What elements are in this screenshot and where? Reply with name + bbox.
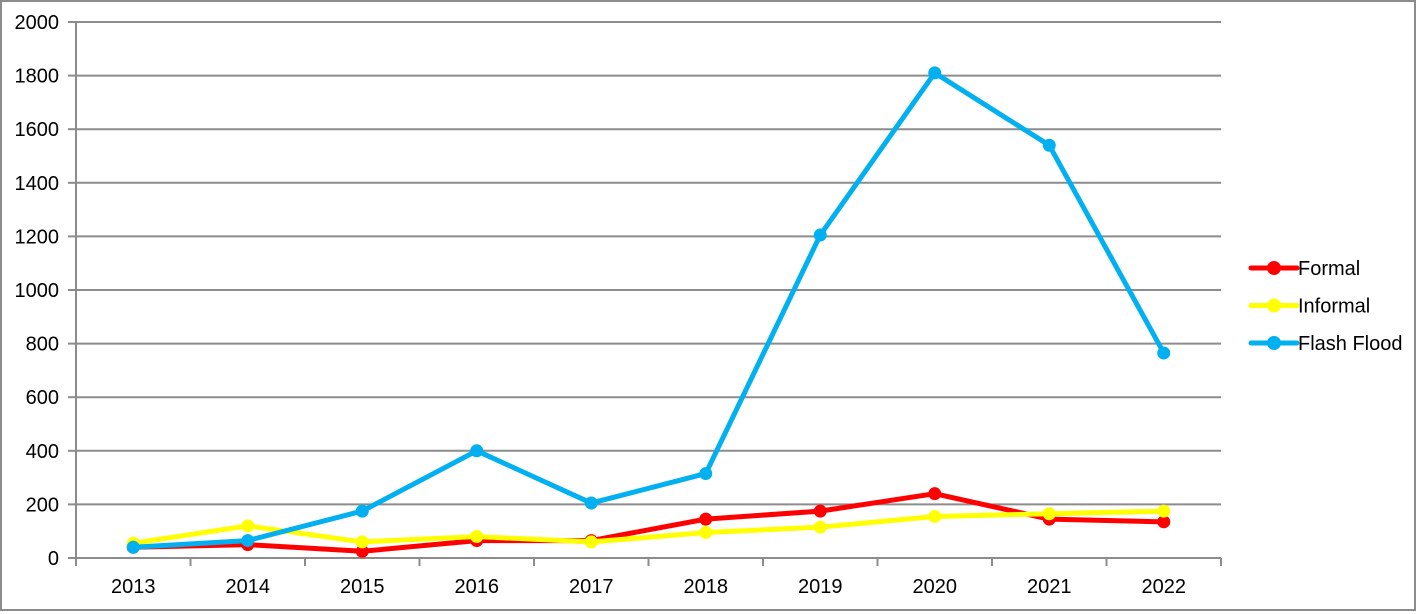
data-point-flash-flood-2020[interactable] bbox=[928, 66, 942, 80]
x-axis-tick-label: 2015 bbox=[340, 576, 385, 598]
data-point-informal-2018[interactable] bbox=[699, 526, 713, 540]
data-point-informal-2019[interactable] bbox=[813, 520, 827, 534]
x-axis-tick-label: 2018 bbox=[684, 576, 729, 598]
y-axis-tick-label: 1600 bbox=[15, 119, 60, 141]
series-line-informal[interactable] bbox=[130, 508, 1167, 546]
data-point-flash-flood-2022[interactable] bbox=[1157, 346, 1171, 360]
data-point-informal-2021[interactable] bbox=[1042, 507, 1056, 521]
legend-marker-informal bbox=[1267, 298, 1281, 313]
data-point-informal-2014[interactable] bbox=[241, 519, 255, 533]
x-axis-tick-label: 2021 bbox=[1027, 576, 1072, 598]
legend-item-flash-flood[interactable]: Flash Flood bbox=[1248, 333, 1403, 355]
x-axis-ticks bbox=[75, 558, 1222, 566]
series-line-flash-flood[interactable] bbox=[130, 70, 1167, 550]
data-point-informal-2016[interactable] bbox=[470, 530, 484, 544]
x-axis-tick-label: 2014 bbox=[226, 576, 271, 598]
legend-label-flash-flood: Flash Flood bbox=[1298, 333, 1403, 355]
legend-label-informal: Informal bbox=[1298, 296, 1370, 318]
series-formal[interactable] bbox=[126, 487, 1171, 558]
data-point-informal-2022[interactable] bbox=[1157, 504, 1171, 518]
x-axis-tick-label: 2016 bbox=[455, 576, 500, 598]
y-axis-tick-label: 1800 bbox=[15, 66, 60, 88]
x-axis-tick-label: 2020 bbox=[913, 576, 958, 598]
y-axis-tick-label: 0 bbox=[48, 548, 59, 570]
y-axis-tick-label: 200 bbox=[26, 494, 59, 516]
series-flash-flood[interactable] bbox=[126, 66, 1171, 554]
data-point-informal-2020[interactable] bbox=[928, 509, 942, 523]
x-axis-tick-label: 2022 bbox=[1142, 576, 1187, 598]
data-point-flash-flood-2021[interactable] bbox=[1042, 138, 1056, 152]
legend: Formal Informal Flash Flood bbox=[1248, 258, 1403, 355]
y-axis-tick-label: 800 bbox=[26, 334, 59, 356]
data-point-formal-2018[interactable] bbox=[699, 512, 713, 526]
data-point-formal-2022[interactable] bbox=[1157, 515, 1171, 529]
data-point-flash-flood-2017[interactable] bbox=[584, 496, 598, 510]
y-axis-tick-label: 1200 bbox=[15, 226, 60, 248]
data-point-formal-2020[interactable] bbox=[928, 487, 942, 501]
y-axis-tick-label: 600 bbox=[26, 387, 59, 409]
legend-label-formal: Formal bbox=[1298, 258, 1360, 280]
legend-item-informal[interactable]: Informal bbox=[1248, 296, 1370, 318]
y-axis-ticks bbox=[68, 21, 76, 559]
data-point-flash-flood-2018[interactable] bbox=[699, 467, 713, 481]
y-axis-tick-label: 1000 bbox=[15, 280, 60, 302]
data-point-flash-flood-2016[interactable] bbox=[470, 444, 484, 458]
data-point-formal-2019[interactable] bbox=[813, 504, 827, 518]
y-axis-tick-label: 2000 bbox=[15, 12, 60, 34]
x-axis-labels: 2013 2014 2015 2016 2017 2018 2019 2020 2021 2022 bbox=[111, 576, 1186, 598]
data-point-informal-2015[interactable] bbox=[355, 535, 369, 549]
data-point-formal-2015[interactable] bbox=[355, 544, 369, 558]
y-axis-tick-label: 1400 bbox=[15, 173, 60, 195]
legend-marker-formal bbox=[1267, 261, 1281, 275]
x-axis-tick-label: 2013 bbox=[111, 576, 156, 598]
data-point-flash-flood-2019[interactable] bbox=[813, 228, 827, 242]
series-informal[interactable] bbox=[126, 504, 1171, 550]
series-line-formal[interactable] bbox=[130, 491, 1167, 554]
data-point-flash-flood-2014[interactable] bbox=[241, 534, 255, 548]
gridlines bbox=[76, 21, 1221, 559]
y-axis-tick-label: 400 bbox=[26, 441, 59, 463]
data-point-informal-2017[interactable] bbox=[584, 535, 598, 549]
x-axis-tick-label: 2019 bbox=[798, 576, 843, 598]
data-point-flash-flood-2015[interactable] bbox=[355, 504, 369, 518]
legend-item-formal[interactable]: Formal bbox=[1248, 258, 1360, 280]
legend-marker-flash-flood bbox=[1267, 336, 1281, 350]
data-point-flash-flood-2013[interactable] bbox=[126, 540, 140, 554]
y-axis-labels: 0 200 400 600 800 1000 1200 1400 1600 1800 2000 bbox=[15, 12, 60, 570]
x-axis-tick-label: 2017 bbox=[569, 576, 614, 598]
